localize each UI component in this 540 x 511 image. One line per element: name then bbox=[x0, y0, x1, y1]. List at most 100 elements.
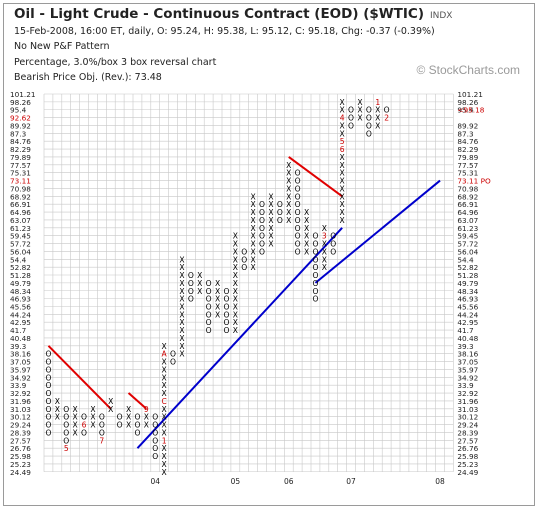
o-box: O bbox=[312, 232, 318, 241]
x-box: X bbox=[340, 153, 345, 162]
support-trendline bbox=[136, 227, 343, 449]
x-box: X bbox=[340, 208, 345, 217]
x-box: X bbox=[322, 224, 327, 233]
right-axis-label: 63.07 bbox=[457, 216, 478, 225]
x-axis-label: 05 bbox=[231, 477, 241, 486]
x-box: X bbox=[304, 240, 309, 249]
x-box: X bbox=[162, 468, 167, 477]
right-axis-label: 42.95 bbox=[457, 318, 478, 327]
x-box: X bbox=[286, 169, 291, 178]
right-axis-label: 34.92 bbox=[457, 373, 478, 382]
month-mark: C bbox=[161, 397, 166, 406]
x-box: X bbox=[179, 302, 184, 311]
o-box: O bbox=[63, 413, 69, 422]
o-box: O bbox=[134, 413, 140, 422]
right-axis-label: 30.12 bbox=[457, 413, 478, 422]
o-box: O bbox=[295, 208, 301, 217]
month-mark: 5 bbox=[64, 444, 69, 453]
right-axis-label: 95.4 bbox=[457, 106, 474, 115]
right-axis-label: 37.05 bbox=[457, 358, 478, 367]
right-axis-label: 38.16 bbox=[457, 350, 478, 359]
o-box: O bbox=[241, 255, 247, 264]
o-box: O bbox=[188, 287, 194, 296]
right-axis-label: 41.7 bbox=[457, 326, 474, 335]
x-box: X bbox=[375, 114, 380, 123]
x-axis-label: 07 bbox=[346, 477, 356, 486]
chart-title-text: Oil - Light Crude - Continuous Contract … bbox=[14, 6, 424, 22]
x-box: X bbox=[304, 247, 309, 256]
left-axis-label: 39.3 bbox=[10, 342, 27, 351]
left-axis-label: 79.89 bbox=[10, 153, 31, 162]
x-box: X bbox=[286, 184, 291, 193]
left-axis-label: 45.56 bbox=[10, 302, 31, 311]
support-trendline bbox=[314, 179, 441, 284]
right-axis-label: 39.3 bbox=[457, 342, 474, 351]
x-box: X bbox=[251, 208, 256, 217]
x-box: X bbox=[233, 255, 238, 264]
x-box: X bbox=[322, 255, 327, 264]
left-axis-label: 92.62 bbox=[10, 114, 31, 123]
o-box: O bbox=[63, 436, 69, 445]
right-axis-label: 52.82 bbox=[457, 263, 478, 272]
o-box: O bbox=[259, 200, 265, 209]
right-axis-label: 64.96 bbox=[457, 208, 478, 217]
x-box: X bbox=[144, 421, 149, 430]
x-box: X bbox=[197, 271, 202, 280]
o-box: O bbox=[45, 397, 51, 406]
x-box: X bbox=[233, 326, 238, 335]
o-box: O bbox=[152, 452, 158, 461]
o-box: O bbox=[188, 295, 194, 304]
o-box: O bbox=[366, 114, 372, 123]
o-box: O bbox=[188, 279, 194, 288]
left-axis-label: 37.05 bbox=[10, 358, 31, 367]
left-axis-label: 28.39 bbox=[10, 428, 31, 437]
watermark-logo: © StockCharts.com bbox=[416, 63, 520, 77]
right-axis-label: 51.28 bbox=[457, 271, 478, 280]
x-box: X bbox=[251, 247, 256, 256]
x-box: X bbox=[251, 216, 256, 225]
x-box: X bbox=[90, 405, 95, 414]
x-box: X bbox=[304, 208, 309, 217]
x-box: X bbox=[251, 255, 256, 264]
x-box: X bbox=[162, 460, 167, 469]
x-box: X bbox=[179, 271, 184, 280]
o-box: O bbox=[259, 232, 265, 241]
o-box: O bbox=[206, 295, 212, 304]
o-box: O bbox=[206, 279, 212, 288]
x-box: X bbox=[73, 421, 78, 430]
x-box: X bbox=[126, 405, 131, 414]
right-axis-label: 32.92 bbox=[457, 389, 478, 398]
x-box: X bbox=[286, 177, 291, 186]
left-axis-label: 31.03 bbox=[10, 405, 31, 414]
o-box: O bbox=[152, 436, 158, 445]
left-axis-label: 61.23 bbox=[10, 224, 31, 233]
o-box: O bbox=[312, 240, 318, 249]
left-axis-label: 57.72 bbox=[10, 240, 31, 249]
x-box: X bbox=[215, 295, 220, 304]
x-box: X bbox=[162, 413, 167, 422]
left-axis-label: 77.57 bbox=[10, 161, 31, 170]
left-axis-label: 31.96 bbox=[10, 397, 31, 406]
x-box: X bbox=[251, 232, 256, 241]
o-box: O bbox=[384, 106, 390, 115]
left-axis-label: 38.16 bbox=[10, 350, 31, 359]
month-mark: 6 bbox=[340, 145, 345, 154]
x-axis-label: 04 bbox=[150, 477, 160, 486]
o-box: O bbox=[45, 405, 51, 414]
x-box: X bbox=[268, 240, 273, 249]
x-box: X bbox=[55, 413, 60, 422]
o-box: O bbox=[117, 421, 123, 430]
left-axis-label: 70.98 bbox=[10, 184, 31, 193]
right-axis-label: 89.92 bbox=[457, 121, 478, 130]
o-box: O bbox=[295, 240, 301, 249]
o-box: O bbox=[63, 405, 69, 414]
x-box: X bbox=[233, 247, 238, 256]
x-box: X bbox=[108, 405, 113, 414]
x-box: X bbox=[179, 287, 184, 296]
o-box: O bbox=[330, 232, 336, 241]
left-axis-label: 35.97 bbox=[10, 365, 31, 374]
left-axis-label: 42.95 bbox=[10, 318, 31, 327]
right-axis-label: 25.23 bbox=[457, 460, 478, 469]
right-axis-label: 87.3 bbox=[457, 129, 474, 138]
o-box: O bbox=[170, 358, 176, 367]
